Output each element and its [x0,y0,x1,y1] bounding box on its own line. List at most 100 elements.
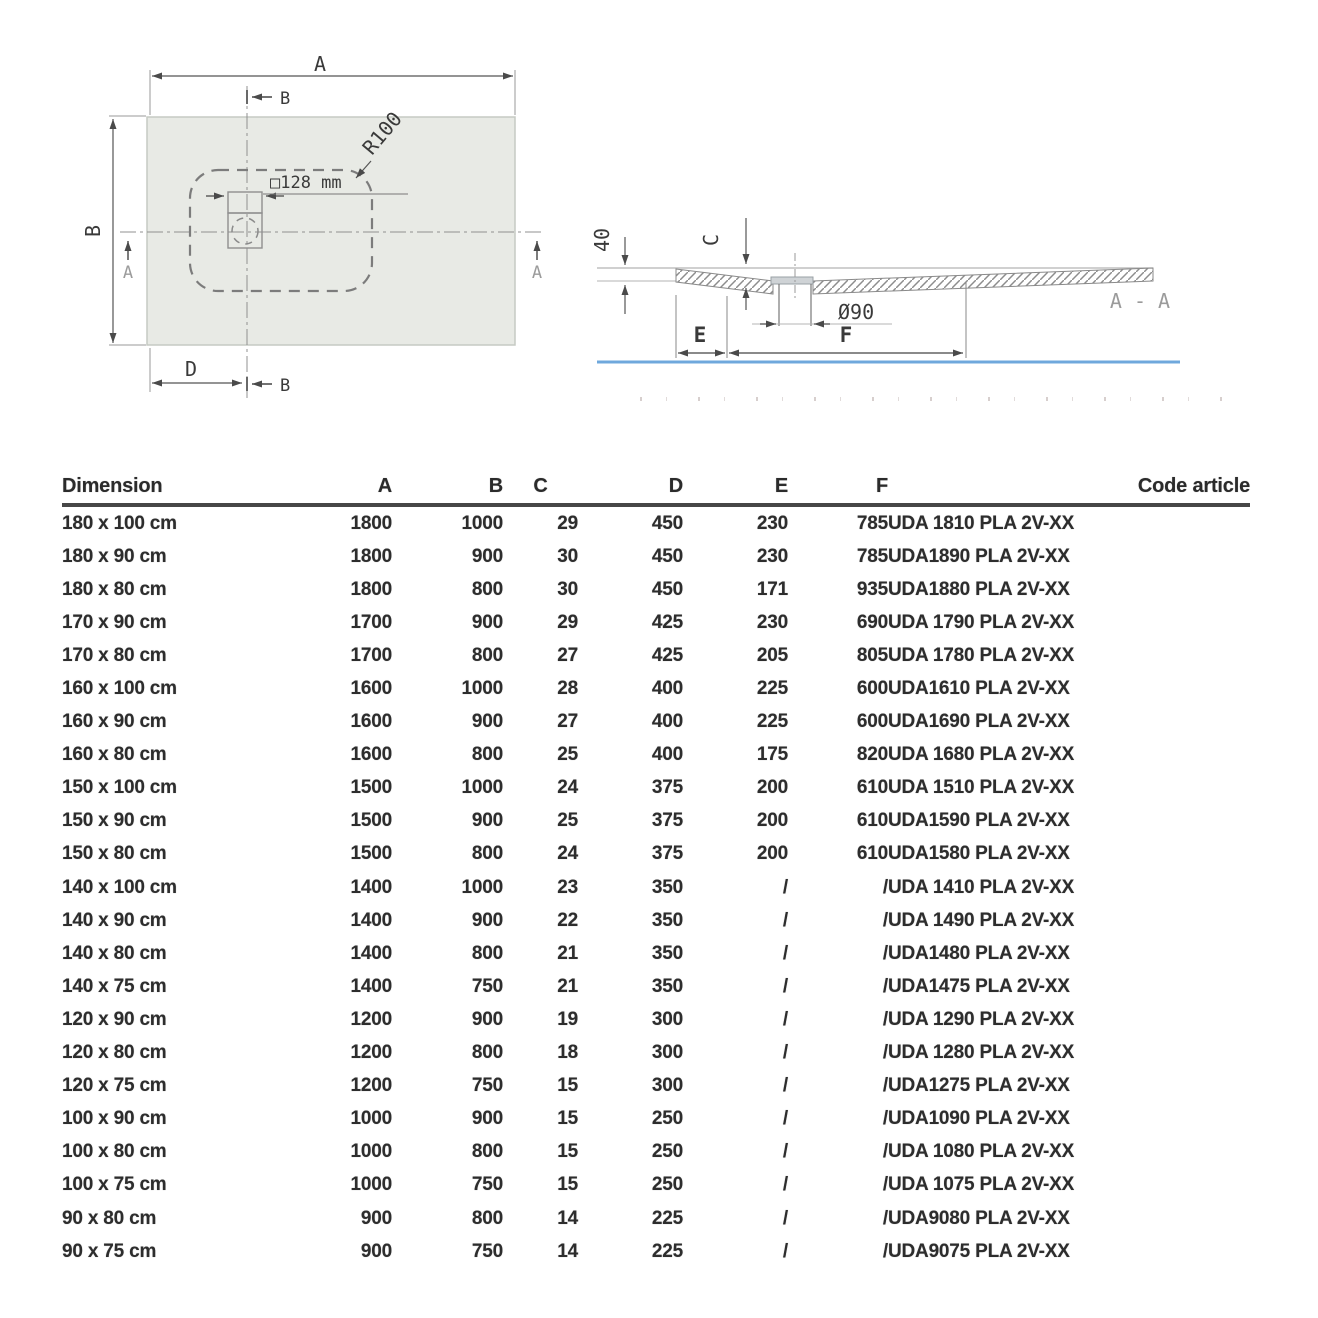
table-row: 170 x 90 cm 1700 900 29 425 230 690 UDA 1790 PL… [62,606,1250,639]
table-cell: 1400 [350,975,393,997]
table-cell: 22 [557,909,578,931]
table-cell: UDA 1080 PLA 2V-XX [888,1141,1075,1163]
table-cell: 900 [471,909,503,931]
table-cell: 375 [651,843,683,865]
table-cell: 935 [856,578,888,600]
table-cell: 30 [557,545,578,567]
recess-outline [188,168,374,293]
table-cell: 160 x 90 cm [62,711,167,733]
plan-view: A B B B A A [81,52,545,398]
table-cell: UDA1610 PLA 2V-XX [888,678,1070,700]
table-cell: 400 [651,711,683,733]
header-row: Dimension A B C D E F Code article [62,468,1250,507]
table-cell: 27 [557,711,578,733]
table-cell: / [882,1042,888,1064]
dim-label-e: E [694,323,707,347]
table-cell: 1000 [350,1141,393,1163]
table-row: 180 x 90 cm 1800 900 30 450 230 785 UDA1890 PLA… [62,540,1250,573]
table-cell: UDA 1810 PLA 2V-XX [888,512,1075,534]
table-cell: 230 [756,545,788,567]
table-cell: 1200 [350,1075,393,1097]
table-cell: 900 [471,611,503,633]
table-row: 140 x 80 cm 1400 800 21 350// UDA1480 PLA 2V-… [62,937,1250,970]
table-cell: UDA 1790 PLA 2V-XX [888,611,1075,633]
header-dimension: Dimension [62,468,312,507]
table-row: 120 x 90 cm 1200 900 19 300// UDA 1290 PLA 2V… [62,1003,1250,1036]
table-cell: 120 x 75 cm [62,1075,167,1097]
table-row: 100 x 90 cm 1000 900 15 250// UDA1090 PLA 2V-… [62,1103,1250,1136]
table-cell: 1700 [350,611,393,633]
table-cell: 610 [856,777,888,799]
table-row: 100 x 80 cm 1000 800 15 250// UDA 1080 PLA 2V… [62,1136,1250,1169]
table-cell: UDA 1290 PLA 2V-XX [888,1008,1075,1030]
table-cell: UDA1480 PLA 2V-XX [888,942,1070,964]
table-cell: 1000 [350,1108,393,1130]
table-row: 180 x 80 cm 1800 800 30 450 171 935 UDA1880 PLA… [62,573,1250,606]
table-cell: 800 [471,843,503,865]
cut-label-b-bottom: B [280,376,290,396]
table-cell: 375 [651,810,683,832]
header-f: F [788,468,888,507]
table-cell: 24 [557,843,578,865]
table-cell: / [882,1207,888,1229]
table-cell: 375 [651,777,683,799]
table-cell: 800 [471,1141,503,1163]
table-cell: 120 x 90 cm [62,1008,167,1030]
technical-drawing: A B B B A A [81,52,1180,398]
table-cell: / [882,876,888,898]
table-cell: 1500 [350,843,393,865]
cut-label-b-top: B [280,89,290,109]
table-cell: 350 [651,909,683,931]
table-cell: 1000 [461,876,504,898]
table-row: 90 x 80 cm 900 800 14 225// UDA9080 PLA 2V-XX [62,1202,1250,1235]
section-diameter-label: Ø90 [838,300,874,324]
table-cell: 800 [471,942,503,964]
table-cell: 100 x 80 cm [62,1141,167,1163]
table-cell: 25 [557,810,578,832]
table-cell: 900 [471,1108,503,1130]
table-cell: 300 [651,1075,683,1097]
table-cell: 230 [756,611,788,633]
table-cell: 150 x 90 cm [62,810,167,832]
drain-cover-body [227,212,263,249]
dim-label-b: B [81,225,105,237]
table-cell: 21 [557,942,578,964]
table-cell: UDA1475 PLA 2V-XX [888,975,1070,997]
tray-outline [146,116,516,346]
table-cell: UDA1890 PLA 2V-XX [888,545,1070,567]
table-cell: / [782,909,788,931]
table-cell: 610 [856,810,888,832]
header-code-article: Code article [888,468,1250,507]
table-cell: UDA9075 PLA 2V-XX [888,1240,1070,1262]
table-cell: 15 [557,1141,578,1163]
table-cell: 28 [557,678,578,700]
table-cell: 425 [651,611,683,633]
drain-hole [231,217,259,245]
table-cell: 1500 [350,810,393,832]
table-cell: 14 [557,1240,578,1262]
table-row: 180 x 100 cm 1800 1000 29 450 230 785 UDA 1810 … [62,505,1250,540]
section-slab-left [675,268,774,295]
spec-table: Dimension A B C D E F Code article 180 x… [62,468,1250,1268]
table-row: 120 x 80 cm 1200 800 18 300// UDA 1280 PLA 2V… [62,1037,1250,1070]
table-cell: 450 [651,578,683,600]
table-row: 150 x 90 cm 1500 900 25 375 200 610 UDA1590 PLA… [62,805,1250,838]
table-cell: / [782,942,788,964]
table-cell: 140 x 90 cm [62,909,167,931]
table-cell: 785 [856,545,888,567]
table-cell: UDA1090 PLA 2V-XX [888,1108,1070,1130]
table-cell: / [782,1141,788,1163]
table-row: 160 x 80 cm 1600 800 25 400 175 820 UDA 1680 PL… [62,739,1250,772]
table-cell: 225 [651,1207,683,1229]
table-cell: / [882,942,888,964]
table-cell: 450 [651,545,683,567]
radius-leader [355,160,372,179]
table-cell: 1200 [350,1042,393,1064]
table-cell: 225 [651,1240,683,1262]
table-cell: 785 [856,512,888,534]
table-cell: 600 [856,678,888,700]
table-cell: / [882,975,888,997]
section-drain-cover [770,276,814,285]
dim-label-f: F [840,323,853,347]
